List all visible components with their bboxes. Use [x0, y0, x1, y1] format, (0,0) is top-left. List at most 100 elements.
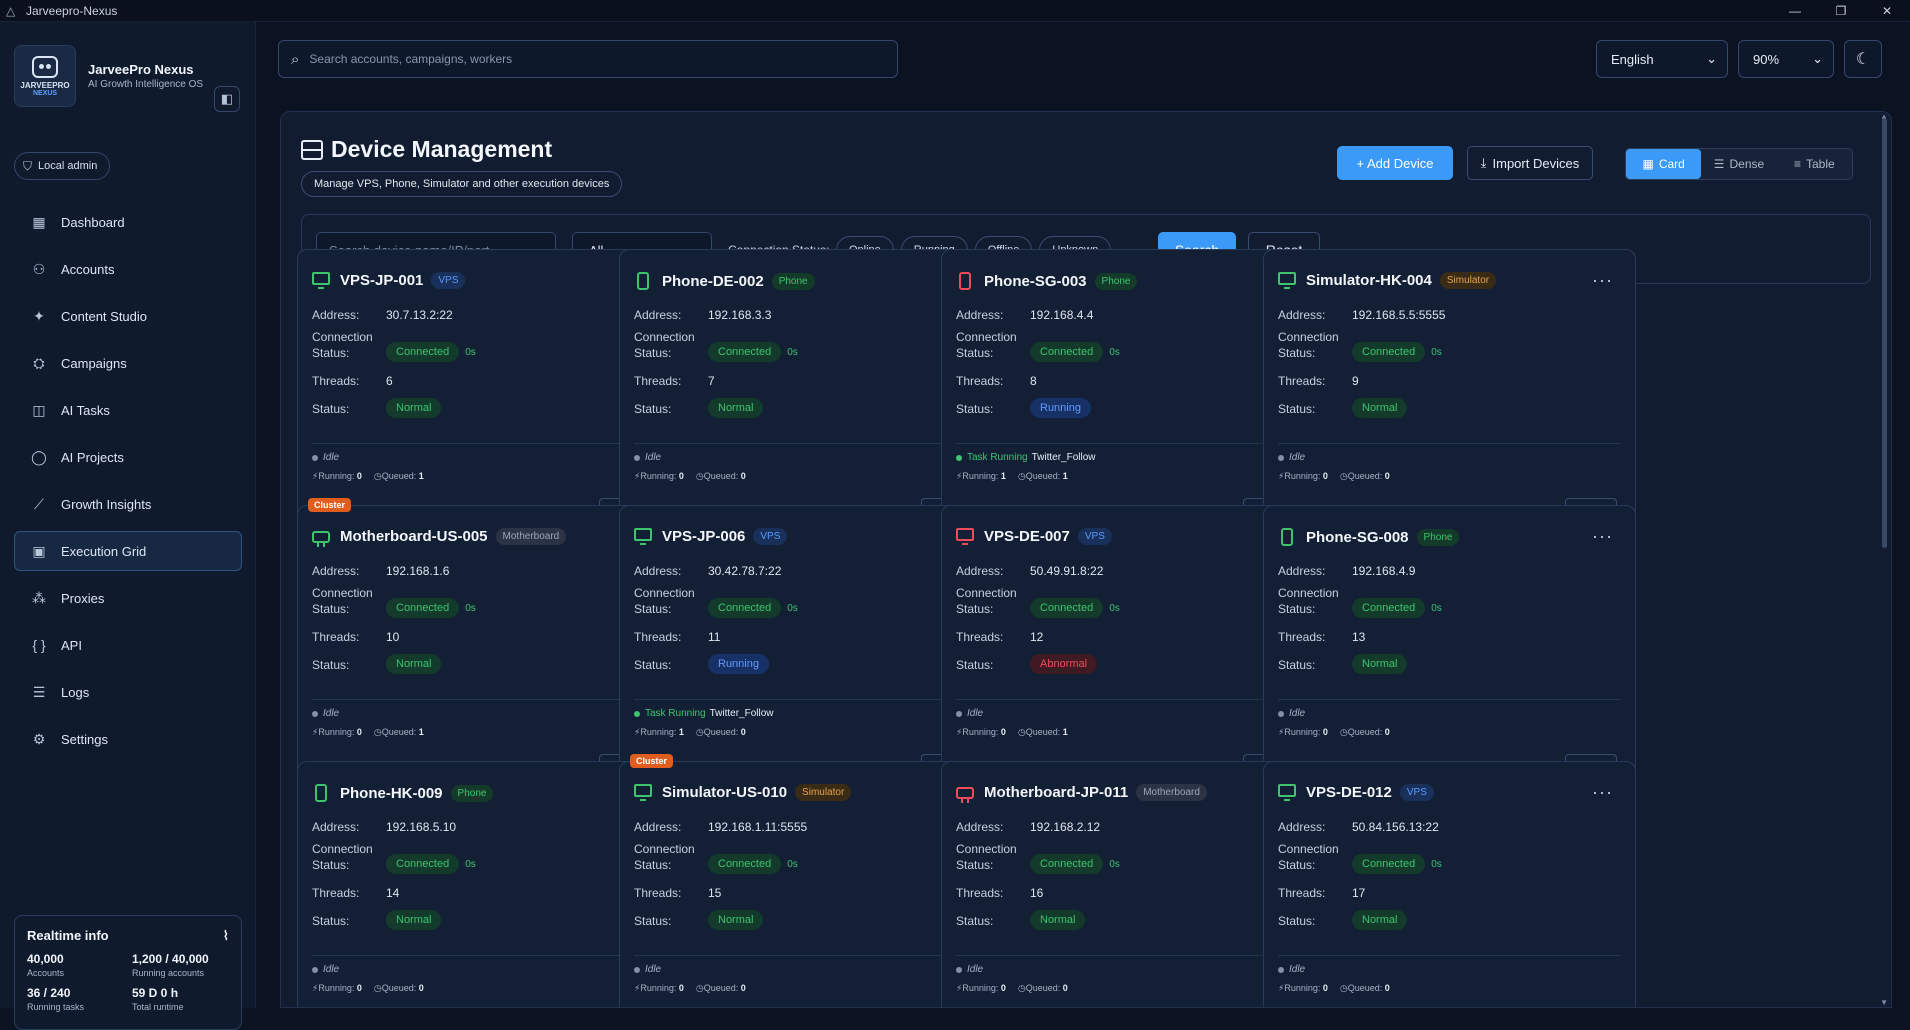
device-card[interactable]: Motherboard-JP-011Motherboard···Address:…: [941, 761, 1314, 1007]
card-divider: [634, 443, 977, 444]
activity-label: Idle: [645, 452, 662, 463]
queued-label: Queued:: [703, 727, 739, 737]
latency-value: 0s: [787, 603, 798, 614]
device-status-pill: Normal: [1352, 910, 1408, 930]
device-card[interactable]: Phone-HK-009Phone···Address:192.168.5.10…: [297, 761, 670, 1007]
running-label: Running:: [962, 727, 999, 737]
sidebar-item-proxies[interactable]: ⁂ Proxies: [14, 578, 242, 618]
running-count: 0: [1000, 983, 1006, 993]
sidebar-item-api[interactable]: { } API: [14, 625, 242, 665]
task-counts: ⚡Running: 0 ◷Queued: 1: [312, 727, 424, 738]
more-options-icon[interactable]: ···: [1592, 782, 1613, 802]
running-label: Running:: [962, 471, 999, 481]
sidebar-toggle-icon: ◧: [220, 91, 234, 106]
activity-indicator: Idle: [312, 708, 339, 719]
users-icon: ⚇: [32, 260, 46, 277]
local-admin-badge[interactable]: ⛉ Local admin: [14, 152, 111, 180]
close-button[interactable]: ✕: [1881, 3, 1893, 18]
queued-count: 0: [1384, 727, 1390, 737]
status-dot-icon: [312, 966, 318, 973]
maximize-button[interactable]: ❐: [1835, 3, 1847, 18]
total-runtime-value: 59 D 0 h: [132, 986, 179, 1000]
running-count: 0: [678, 471, 684, 481]
language-select[interactable]: English ⌄: [1596, 40, 1728, 78]
sidebar-item-execution-grid[interactable]: ▣ Execution Grid: [14, 531, 242, 571]
device-name: Phone-SG-003: [984, 272, 1087, 290]
connection-status-pill: Connected: [386, 854, 460, 874]
activity-label: Idle: [967, 708, 984, 719]
connection-label: Connection: [312, 586, 373, 600]
clock-icon: ◷: [373, 983, 382, 993]
minimize-button[interactable]: —: [1789, 3, 1801, 18]
device-status-pill: Running: [708, 654, 769, 674]
sidebar-item-campaigns[interactable]: ⛭ Campaigns: [14, 343, 242, 383]
table-view-button[interactable]: ≡ Table: [1777, 149, 1852, 179]
sidebar-item-accounts[interactable]: ⚇ Accounts: [14, 249, 242, 289]
connection-status-pill: Connected: [1030, 342, 1104, 362]
running-count: 0: [356, 727, 362, 737]
device-card[interactable]: Phone-DE-002Phone···Address:192.168.3.3C…: [619, 249, 992, 543]
global-search[interactable]: ⌕: [278, 40, 898, 78]
activity-indicator: Idle: [956, 708, 983, 719]
monitor-icon: [634, 528, 652, 545]
device-card[interactable]: VPS-DE-012 VPS ··· Address: 50.84.156.13:22 C…: [1263, 761, 1636, 1007]
add-device-button[interactable]: + Add Device: [1337, 146, 1453, 180]
connection-status-pill: Connected: [1030, 854, 1104, 874]
sidebar-item-label: Content Studio: [61, 308, 148, 324]
lightning-icon: ⚡: [956, 983, 963, 993]
collapse-sidebar-button[interactable]: ◧: [214, 86, 240, 112]
device-card[interactable]: ClusterSimulator-US-010Simulator···Addre…: [619, 754, 992, 1007]
queued-count: 0: [1384, 983, 1390, 993]
more-options-icon[interactable]: ···: [1592, 270, 1613, 290]
dense-view-button[interactable]: ☰ Dense: [1701, 149, 1776, 179]
device-card[interactable]: Phone-SG-003Phone···Address:192.168.4.4C…: [941, 249, 1314, 543]
window-titlebar: △ Jarveepro-Nexus — ❐ ✕: [0, 0, 1910, 22]
device-card[interactable]: VPS-JP-006VPS···Address:30.42.78.7:22Con…: [619, 505, 992, 799]
sidebar-item-growth-insights[interactable]: ⟋ Growth Insights: [14, 484, 242, 524]
device-card[interactable]: Simulator-HK-004 Simulator ··· Address: 192.…: [1263, 249, 1636, 543]
running-count: 0: [1000, 727, 1006, 737]
sidebar-item-dashboard[interactable]: ▦ Dashboard: [14, 202, 242, 242]
card-divider: [312, 955, 655, 956]
card-view-button[interactable]: ▦ Card: [1626, 149, 1702, 179]
latency-value: 0s: [1431, 603, 1442, 614]
clock-icon: ◷: [695, 983, 704, 993]
device-card[interactable]: Phone-SG-008 Phone ··· Address: 192.168.4.9 C…: [1263, 505, 1636, 799]
activity-indicator: Idle: [1278, 964, 1305, 975]
connection-status-pill: Connected: [708, 598, 782, 618]
device-card[interactable]: VPS-DE-007VPS···Address:50.49.91.8:22Con…: [941, 505, 1314, 799]
latency-value: 0s: [1431, 347, 1442, 358]
device-card[interactable]: ClusterMotherboard-US-005Motherboard···A…: [297, 498, 670, 799]
scroll-up-icon[interactable]: ▲: [1880, 112, 1888, 121]
scroll-down-icon[interactable]: ▼: [1880, 998, 1888, 1007]
connection-label: Connection: [1278, 330, 1339, 344]
scrollbar-thumb[interactable]: [1882, 118, 1887, 548]
card-divider: [956, 443, 1299, 444]
import-devices-label: Import Devices: [1492, 155, 1580, 171]
import-devices-button[interactable]: ⤓ Import Devices: [1467, 146, 1593, 180]
search-icon: ⌕: [291, 50, 300, 68]
theme-toggle-button[interactable]: ☾: [1844, 40, 1882, 78]
sidebar-item-content-studio[interactable]: ✦ Content Studio: [14, 296, 242, 336]
device-address: 30.42.78.7:22: [708, 564, 782, 578]
task-counts: ⚡Running: 0 ◷Queued: 0: [634, 983, 746, 994]
threads-label: Threads:: [312, 374, 360, 388]
sidebar-item-settings[interactable]: ⚙ Settings: [14, 719, 242, 759]
brand: JARVEEPRO NEXUS JarveePro Nexus AI Growt…: [14, 44, 242, 108]
device-name: Phone-HK-009: [340, 784, 443, 802]
threads-label: Threads:: [1278, 630, 1326, 644]
sidebar: JARVEEPRO NEXUS JarveePro Nexus AI Growt…: [0, 22, 256, 1030]
activity-indicator: Idle: [312, 452, 339, 463]
device-card[interactable]: VPS-JP-001VPS···Address:30.7.13.2:22Conn…: [297, 249, 670, 543]
sidebar-item-ai-tasks[interactable]: ◫ AI Tasks: [14, 390, 242, 430]
global-search-input[interactable]: [309, 52, 870, 66]
threads-label: Threads:: [634, 630, 682, 644]
lightning-icon: ⚡: [956, 471, 963, 481]
zoom-select[interactable]: 90% ⌄: [1738, 40, 1834, 78]
status-dot-icon: [956, 966, 962, 973]
sidebar-item-logs[interactable]: ☰ Logs: [14, 672, 242, 712]
queued-count: 0: [740, 727, 746, 737]
latency-value: 0s: [1431, 859, 1442, 870]
sidebar-item-ai-projects[interactable]: ◯ AI Projects: [14, 437, 242, 477]
more-options-icon[interactable]: ···: [1592, 526, 1613, 546]
